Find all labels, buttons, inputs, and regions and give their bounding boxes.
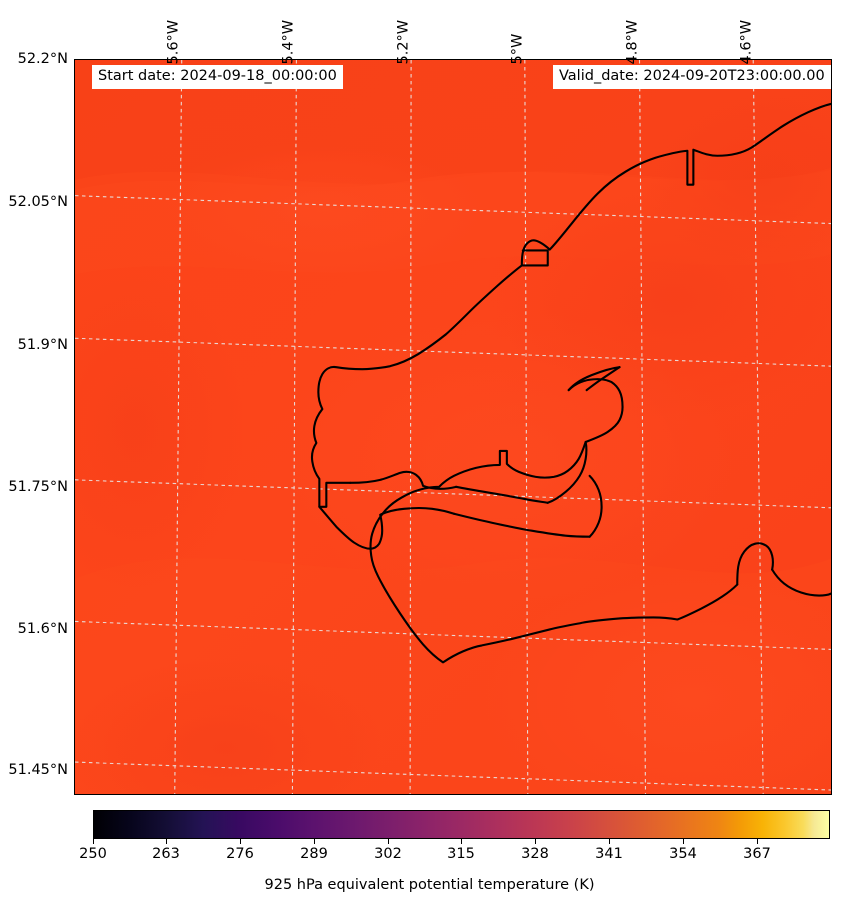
colorbar-tick-label-6: 328 [521, 846, 549, 862]
colorbar-tick-8 [683, 839, 684, 844]
lat-tick-label-1: 52.05°N [8, 193, 68, 210]
map-plot-area[interactable] [74, 59, 832, 795]
colorbar-tick-label-1: 263 [152, 846, 180, 862]
lat-tick-label-2: 51.9°N [17, 336, 68, 353]
start-date-annotation: Start date: 2024-09-18_00:00:00 [92, 65, 343, 89]
colorbar-tick-label-3: 289 [300, 846, 328, 862]
lat-tick-label-0: 52.2°N [17, 50, 68, 67]
colorbar-tick-label-5: 315 [447, 846, 475, 862]
temperature-field [75, 60, 831, 794]
colorbar-tick-1 [166, 839, 167, 844]
colorbar-label: 925 hPa equivalent potential temperature… [264, 877, 595, 893]
lat-tick-label-4: 51.6°N [17, 620, 68, 637]
colorbar-tick-label-4: 302 [374, 846, 402, 862]
colorbar-tick-label-9: 367 [743, 846, 771, 862]
colorbar-tick-label-0: 250 [79, 846, 107, 862]
colorbar-tick-3 [314, 839, 315, 844]
valid-date-annotation: Valid_date: 2024-09-20T23:00:00.00 [553, 65, 831, 89]
colorbar-tick-label-8: 354 [669, 846, 697, 862]
lon-tick-label-2: 5.2°W [395, 19, 412, 65]
lat-tick-label-3: 51.75°N [8, 478, 68, 495]
lon-tick-label-5: 4.6°W [738, 19, 755, 65]
colorbar-tick-7 [609, 839, 610, 844]
lon-tick-label-0: 5.6°W [165, 19, 182, 65]
lon-tick-label-4: 4.8°W [624, 19, 641, 65]
colorbar-tick-5 [461, 839, 462, 844]
colorbar-tick-9 [757, 839, 758, 844]
colorbar-tick-label-7: 341 [595, 846, 623, 862]
colorbar-tick-0 [93, 839, 94, 844]
colorbar-tick-2 [240, 839, 241, 844]
colorbar-tick-4 [388, 839, 389, 844]
colorbar[interactable] [93, 810, 830, 839]
lon-tick-label-3: 5°W [509, 33, 526, 65]
lat-tick-label-5: 51.45°N [8, 761, 68, 778]
colorbar-tick-6 [535, 839, 536, 844]
colorbar-tick-label-2: 276 [226, 846, 254, 862]
lon-tick-label-1: 5.4°W [280, 19, 297, 65]
